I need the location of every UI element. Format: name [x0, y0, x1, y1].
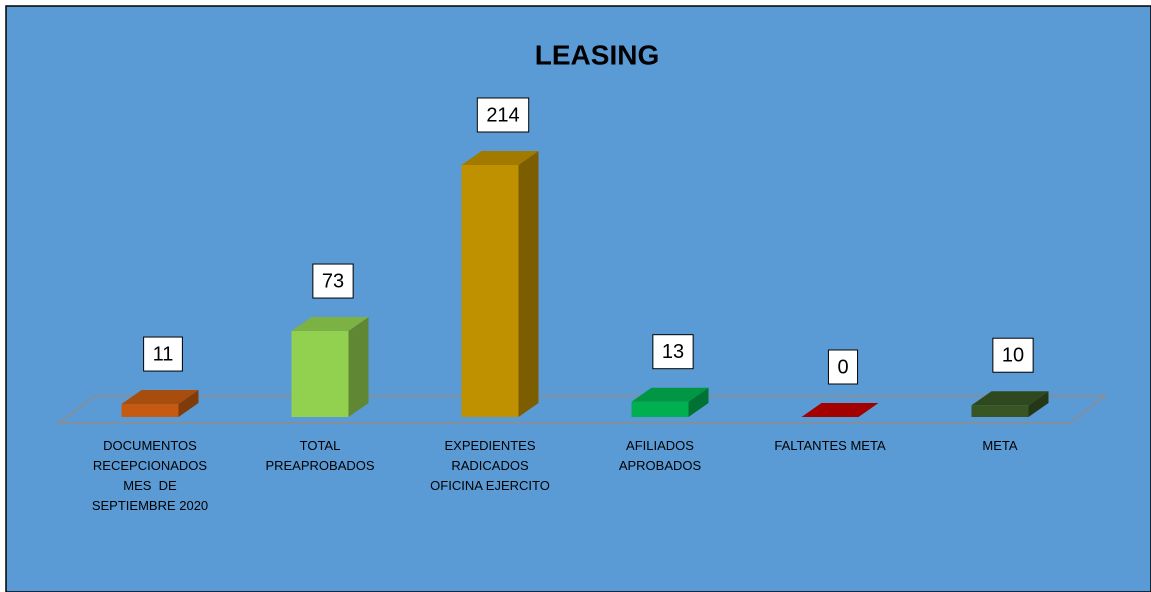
bar-top	[971, 391, 1049, 406]
bar	[631, 401, 689, 417]
chart-title: LEASING	[535, 39, 659, 70]
category-label: META	[982, 438, 1018, 453]
bar-side	[348, 317, 369, 417]
value-label-box	[143, 336, 183, 372]
bar	[971, 405, 1029, 417]
category-label: AFILIADOS APROBADOS	[618, 438, 702, 473]
value-label-box	[476, 97, 530, 133]
category-label: TOTAL PREAPROBADOS	[265, 438, 375, 473]
category-label: DOCUMENTOS RECEPCIONADOS MES DE SEPTIEMB…	[91, 438, 209, 513]
value-label: 10	[1002, 345, 1024, 367]
bar-side	[688, 387, 709, 417]
value-label: 0	[837, 356, 848, 378]
bar-side	[1028, 391, 1049, 417]
chart-area	[5, 5, 1151, 592]
value-label-box	[312, 263, 354, 299]
bar-top	[121, 390, 199, 405]
value-label-box	[827, 349, 859, 385]
bar-top	[291, 317, 369, 332]
bar	[121, 404, 179, 417]
bar-top	[801, 403, 879, 417]
value-label-box	[652, 334, 694, 370]
floor	[55, 395, 1108, 424]
value-label-box	[992, 337, 1034, 373]
value-label: 13	[662, 341, 684, 363]
bar-top	[631, 387, 709, 402]
value-label: 214	[486, 104, 519, 126]
value-label: 11	[153, 343, 174, 365]
bar	[291, 331, 349, 417]
bar-side	[518, 151, 539, 417]
category-label: EXPEDIENTES RADICADOS OFICINA EJERCITO	[430, 438, 550, 493]
category-label: FALTANTES META	[774, 438, 886, 453]
value-label: 73	[322, 270, 344, 292]
bar-top	[461, 151, 539, 165]
bar-side	[178, 390, 199, 417]
bar	[461, 165, 519, 417]
